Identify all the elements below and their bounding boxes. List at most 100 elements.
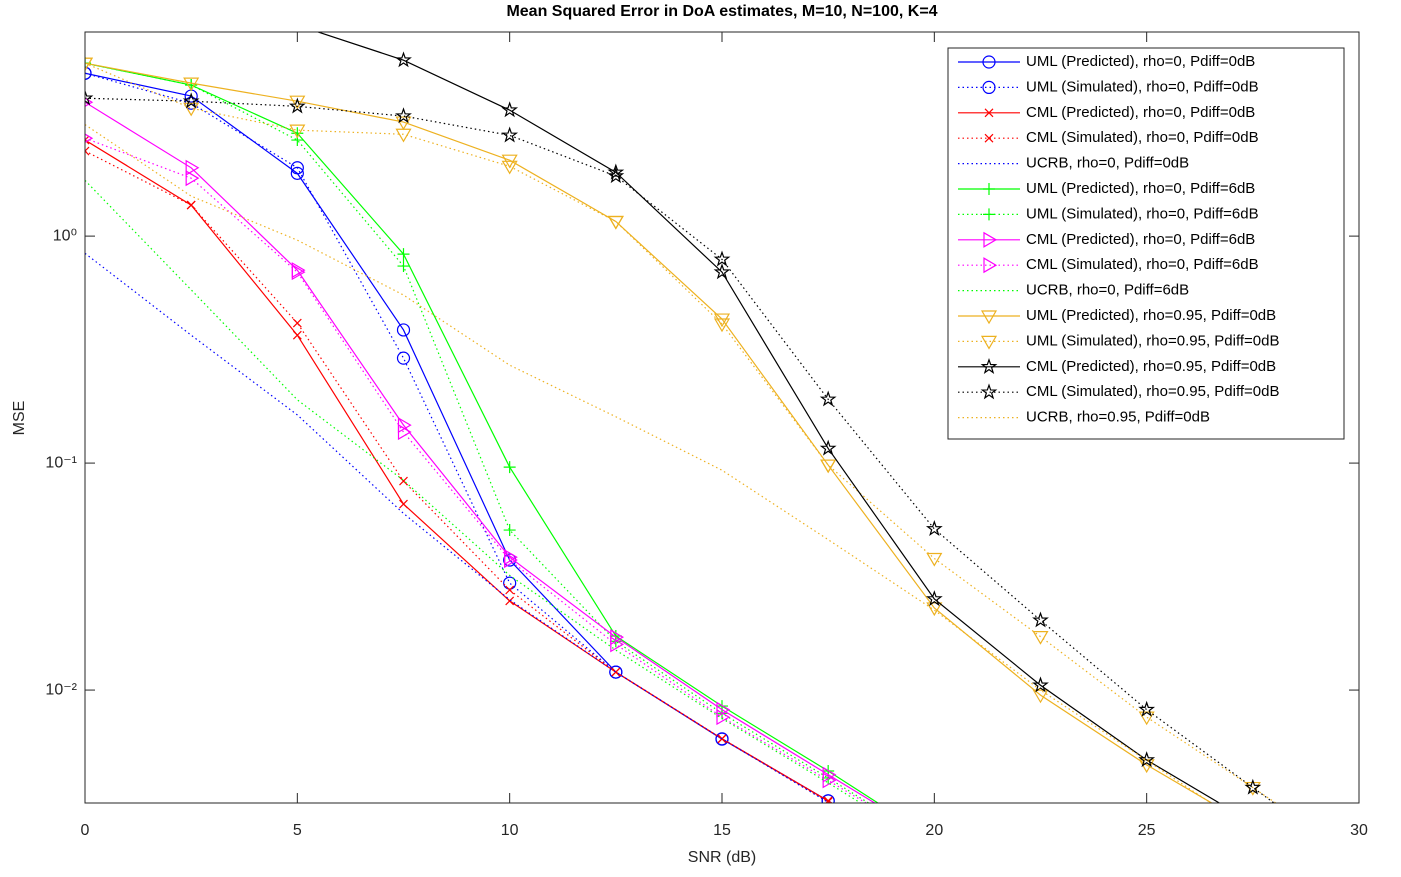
y-tick-label: 10⁻² [45, 681, 77, 698]
series-line [85, 150, 832, 803]
marker [399, 499, 408, 509]
x-tick-label: 5 [293, 822, 302, 839]
legend-label: UML (Predicted), rho=0.95, Pdiff=0dB [1026, 307, 1276, 324]
x-tick-label: 15 [713, 822, 731, 839]
marker [183, 77, 200, 92]
marker [504, 551, 518, 569]
marker [980, 310, 998, 325]
marker [984, 108, 994, 118]
marker [503, 524, 516, 537]
legend-label: UCRB, rho=0, Pdiff=6dB [1026, 282, 1189, 299]
marker [983, 257, 998, 274]
marker [397, 424, 412, 441]
marker [823, 796, 833, 803]
marker [821, 794, 835, 803]
marker [1244, 781, 1261, 796]
marker [926, 552, 943, 567]
marker [1138, 751, 1156, 768]
marker [822, 772, 837, 789]
marker [290, 161, 304, 175]
marker [983, 208, 995, 221]
marker [85, 57, 94, 72]
marker [291, 264, 306, 281]
marker [501, 126, 519, 143]
x-tick-label: 0 [81, 822, 90, 839]
marker [820, 459, 837, 474]
legend-label: CML (Simulated), rho=0.95, Pdiff=0dB [1026, 383, 1279, 400]
marker [610, 636, 625, 653]
marker [395, 51, 412, 68]
marker [292, 330, 302, 340]
marker [823, 797, 833, 803]
marker [984, 133, 994, 143]
marker [501, 160, 518, 175]
marker [395, 107, 412, 124]
legend-label: CML (Predicted), rho=0.95, Pdiff=0dB [1026, 358, 1276, 375]
marker [501, 101, 519, 118]
marker [925, 520, 943, 537]
marker [185, 159, 200, 176]
legend-label: UML (Simulated), rho=0, Pdiff=6dB [1026, 205, 1259, 222]
x-tick-label: 20 [925, 822, 943, 839]
marker [715, 732, 729, 746]
marker [503, 576, 517, 590]
marker [713, 318, 731, 333]
marker [611, 667, 621, 677]
marker [85, 133, 94, 143]
legend-label: CML (Predicted), rho=0, Pdiff=6dB [1026, 231, 1255, 248]
marker [505, 585, 515, 595]
marker [185, 170, 200, 187]
legend-label: UML (Simulated), rho=0.95, Pdiff=0dB [1026, 332, 1279, 349]
marker [397, 248, 410, 261]
marker [399, 476, 408, 486]
marker [183, 102, 200, 117]
marker [980, 357, 998, 374]
x-tick-label: 25 [1138, 822, 1156, 839]
series-line [85, 97, 1276, 803]
marker [819, 390, 837, 407]
marker [980, 335, 998, 350]
marker [713, 250, 731, 267]
marker [925, 590, 943, 607]
chart-title: Mean Squared Error in DoA estimates, M=1… [506, 3, 937, 20]
series-line [85, 179, 862, 803]
marker [1032, 676, 1049, 693]
marker [982, 55, 996, 69]
legend-label: CML (Simulated), rho=0, Pdiff=6dB [1026, 256, 1259, 273]
marker [716, 709, 731, 726]
y-tick-label: 10⁰ [53, 227, 77, 244]
marker [292, 318, 302, 328]
marker [288, 97, 306, 114]
plot-area [85, 32, 1277, 803]
y-axis-label: MSE [11, 401, 28, 436]
marker [1244, 778, 1262, 795]
legend-label: UML (Predicted), rho=0, Pdiff=6dB [1026, 180, 1255, 197]
x-tick-label: 30 [1350, 822, 1368, 839]
marker [982, 80, 996, 95]
marker [607, 215, 624, 230]
marker [926, 602, 943, 617]
marker [289, 124, 306, 139]
marker [819, 439, 837, 456]
marker [85, 89, 94, 106]
marker [85, 135, 90, 145]
marker [186, 200, 196, 210]
marker [607, 163, 625, 180]
marker [713, 263, 731, 280]
marker [1138, 700, 1156, 717]
marker [503, 461, 516, 474]
marker [609, 665, 623, 679]
marker [396, 323, 411, 337]
marker [395, 128, 412, 143]
marker [607, 167, 625, 184]
legend: UML (Predicted), rho=0, Pdiff=0dB UML (Si… [947, 47, 1345, 440]
series-line [85, 137, 868, 803]
marker [85, 146, 90, 156]
marker [85, 66, 92, 80]
legend-label: UML (Simulated), rho=0, Pdiff=0dB [1026, 78, 1259, 95]
marker [395, 116, 412, 131]
marker [983, 183, 995, 195]
legend-label: UCRB, rho=0.95, Pdiff=0dB [1026, 409, 1210, 426]
marker [182, 92, 200, 109]
